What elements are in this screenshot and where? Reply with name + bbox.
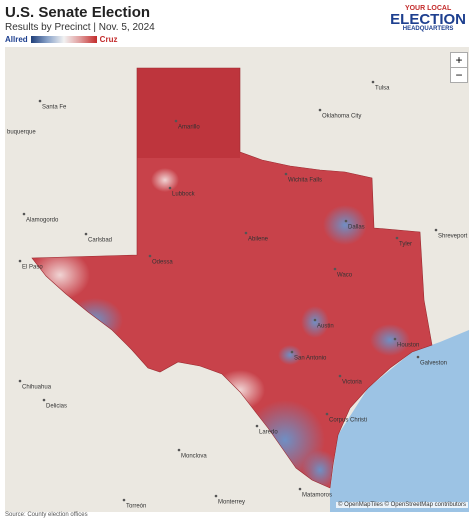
city-label: Houston [397,343,419,349]
city-label: Galveston [420,361,447,367]
results-patch [323,205,367,245]
results-patch [301,306,329,338]
city-label: Odessa [152,260,173,266]
city-label: Victoria [342,380,363,386]
legend-right: Cruz [99,35,118,44]
city-dot [122,498,126,502]
city-label: San Antonio [294,356,327,362]
city-label: Torreón [126,504,146,510]
city-label: Abilene [248,237,269,243]
city-dot [393,337,397,341]
city-dot [22,212,26,216]
city-label: Carlsbad [88,238,112,244]
city-label: buquerque [7,130,36,136]
city-dot [344,219,348,223]
city-label: Laredo [259,430,278,436]
city-label: Oklahoma City [322,114,361,120]
city-dot [148,254,152,258]
city-dot [416,355,420,359]
city-label: Tyler [399,242,412,248]
results-patch [278,345,302,365]
city-dot [174,119,178,123]
city-label: Wichita Falls [288,178,322,184]
city-dot [318,108,322,112]
city-label: Amarillo [178,125,200,131]
city-label: Austin [317,324,334,330]
results-patch [151,168,179,192]
legend-gradient [30,36,97,43]
city-dot [177,448,181,452]
city-dot [290,350,294,354]
source: Source: County election offices [5,512,88,518]
city-dot [325,412,329,416]
city-dot [84,232,88,236]
city-label: Delicias [46,404,67,410]
legend-left: Allred [5,35,28,44]
zoom-in-button[interactable]: + [450,52,468,68]
city-dot [255,424,259,428]
city-dot [42,398,46,402]
city-label: Waco [337,273,353,279]
logo-line: HEADQUARTERS [402,25,454,32]
city-label: Dallas [348,225,365,231]
city-dot [298,487,302,491]
zoom-out-button[interactable]: − [450,67,468,83]
city-label: Tulsa [375,86,390,92]
city-dot [371,80,375,84]
logo: YOUR LOCAL ELECTION HEADQUARTERS [390,5,466,33]
city-label: El Paso [22,265,43,271]
city-dot [333,267,337,271]
city-label: Chihuahua [22,385,52,391]
title: U.S. Senate Election [5,4,151,21]
city-label: Corpus Christi [329,418,367,424]
results-patch [137,68,240,158]
results-patch [370,324,410,356]
legend: Allred Cruz [5,35,117,44]
city-label: Monclova [181,454,207,460]
city-dot [168,186,172,190]
city-label: Lubbock [172,192,196,198]
city-dot [313,318,317,322]
city-label: Monterrey [218,500,245,506]
city-dot [18,379,22,383]
city-dot [434,228,438,232]
city-dot [38,99,42,103]
city-dot [338,374,342,378]
logo-line: ELECTION [390,10,466,28]
city-label: Shreveport [438,234,468,240]
city-dot [284,172,288,176]
attribution: © OpenMapTiles © OpenStreetMap contribut… [335,502,468,508]
gulf-water [330,330,469,512]
city-label: Matamoros [302,493,332,499]
city-dot [395,236,399,240]
city-label: Santa Fe [42,105,67,111]
city-dot [18,259,22,263]
city-dot [244,231,248,235]
city-label: Alamogordo [26,218,59,224]
city-labels: Santa Fe Tulsa Oklahoma City buquerque Amari… [7,80,468,510]
city-dot [214,494,218,498]
subtitle: Results by Precinct | Nov. 5, 2024 [5,22,155,33]
logo-line: YOUR LOCAL [404,5,452,12]
